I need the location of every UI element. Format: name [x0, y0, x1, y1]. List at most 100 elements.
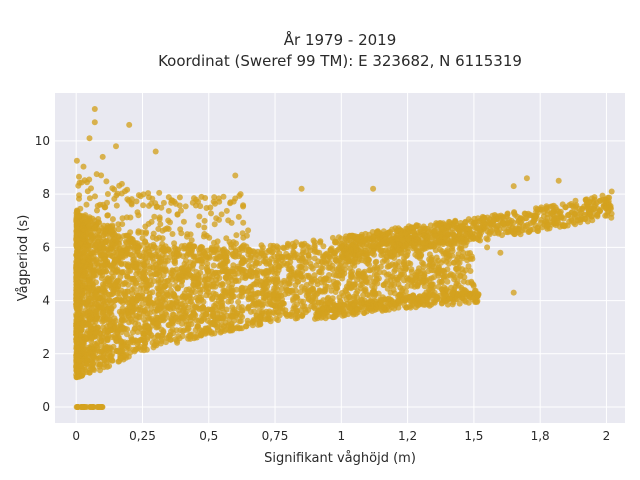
data-point [402, 265, 409, 272]
data-point [322, 287, 329, 294]
data-point [235, 213, 242, 220]
data-point [500, 215, 507, 221]
data-point [603, 212, 610, 219]
data-point [118, 338, 125, 345]
data-point [434, 294, 441, 301]
data-point [187, 241, 194, 248]
data-point [238, 285, 245, 292]
data-point [231, 308, 238, 315]
data-point [101, 262, 108, 268]
data-point [135, 339, 142, 346]
data-point [123, 331, 130, 338]
data-point [237, 325, 243, 332]
data-point [276, 264, 283, 270]
data-point [555, 177, 562, 184]
data-point [81, 213, 88, 220]
data-point [400, 296, 407, 303]
data-point [74, 297, 81, 304]
data-point [357, 300, 364, 307]
data-point [555, 208, 562, 215]
data-point [431, 274, 437, 281]
data-point [205, 268, 212, 275]
data-point [74, 344, 81, 351]
data-point [135, 212, 142, 219]
data-point [97, 249, 104, 256]
data-point [184, 325, 191, 332]
data-point [486, 229, 493, 236]
data-point [131, 256, 137, 263]
data-point [191, 195, 197, 202]
data-point [256, 319, 263, 326]
data-point [108, 299, 115, 306]
data-point [237, 191, 244, 198]
data-point [99, 318, 106, 325]
data-point [85, 242, 91, 249]
data-point [559, 221, 566, 228]
data-point [170, 311, 177, 318]
data-point [111, 315, 118, 322]
x-tick-label: 0,5 [199, 429, 218, 443]
data-point [294, 295, 301, 302]
data-point [351, 293, 358, 300]
data-point [76, 252, 83, 259]
y-tick-label: 4 [42, 294, 50, 308]
data-point [413, 222, 420, 229]
data-point [323, 250, 330, 257]
data-point [404, 245, 411, 252]
data-point [109, 185, 116, 192]
data-point [216, 275, 223, 282]
data-point [75, 261, 82, 268]
data-point [177, 327, 184, 334]
data-point [373, 258, 380, 265]
data-point [203, 205, 210, 211]
data-point [122, 289, 128, 295]
data-point [151, 302, 158, 309]
data-point [280, 244, 287, 251]
data-point [299, 311, 306, 318]
data-point [362, 286, 369, 293]
data-point [262, 292, 269, 299]
data-point [291, 243, 298, 250]
data-point [405, 260, 412, 266]
data-point [74, 287, 81, 294]
data-point [328, 287, 335, 294]
data-point [95, 216, 102, 222]
data-point [451, 238, 458, 245]
data-point [208, 210, 214, 217]
data-point [177, 226, 184, 233]
data-point [321, 278, 328, 285]
data-point [88, 232, 95, 239]
data-point [90, 304, 97, 311]
data-point [247, 267, 254, 274]
data-point [160, 199, 167, 206]
data-point [109, 216, 116, 223]
data-point [325, 300, 332, 307]
data-point [375, 290, 382, 297]
data-point [572, 203, 579, 210]
data-point [94, 229, 101, 236]
data-point [260, 258, 267, 265]
data-point [307, 260, 314, 267]
data-point [169, 326, 176, 333]
data-point [458, 245, 465, 252]
data-point [276, 254, 283, 261]
data-point [437, 246, 444, 253]
data-point [142, 296, 149, 303]
grid-lines [55, 93, 625, 423]
data-point [133, 312, 140, 319]
data-point [133, 290, 140, 297]
data-point [118, 329, 125, 336]
data-point [448, 292, 455, 299]
data-point [440, 241, 446, 248]
data-point [461, 288, 468, 295]
data-point [413, 300, 420, 307]
data-point [339, 243, 346, 250]
data-point [222, 267, 229, 274]
data-point [109, 350, 116, 357]
data-point [185, 250, 192, 257]
data-point [222, 254, 229, 261]
data-point [231, 317, 238, 324]
data-point [96, 234, 103, 241]
data-point [180, 245, 187, 252]
data-point [216, 216, 222, 223]
